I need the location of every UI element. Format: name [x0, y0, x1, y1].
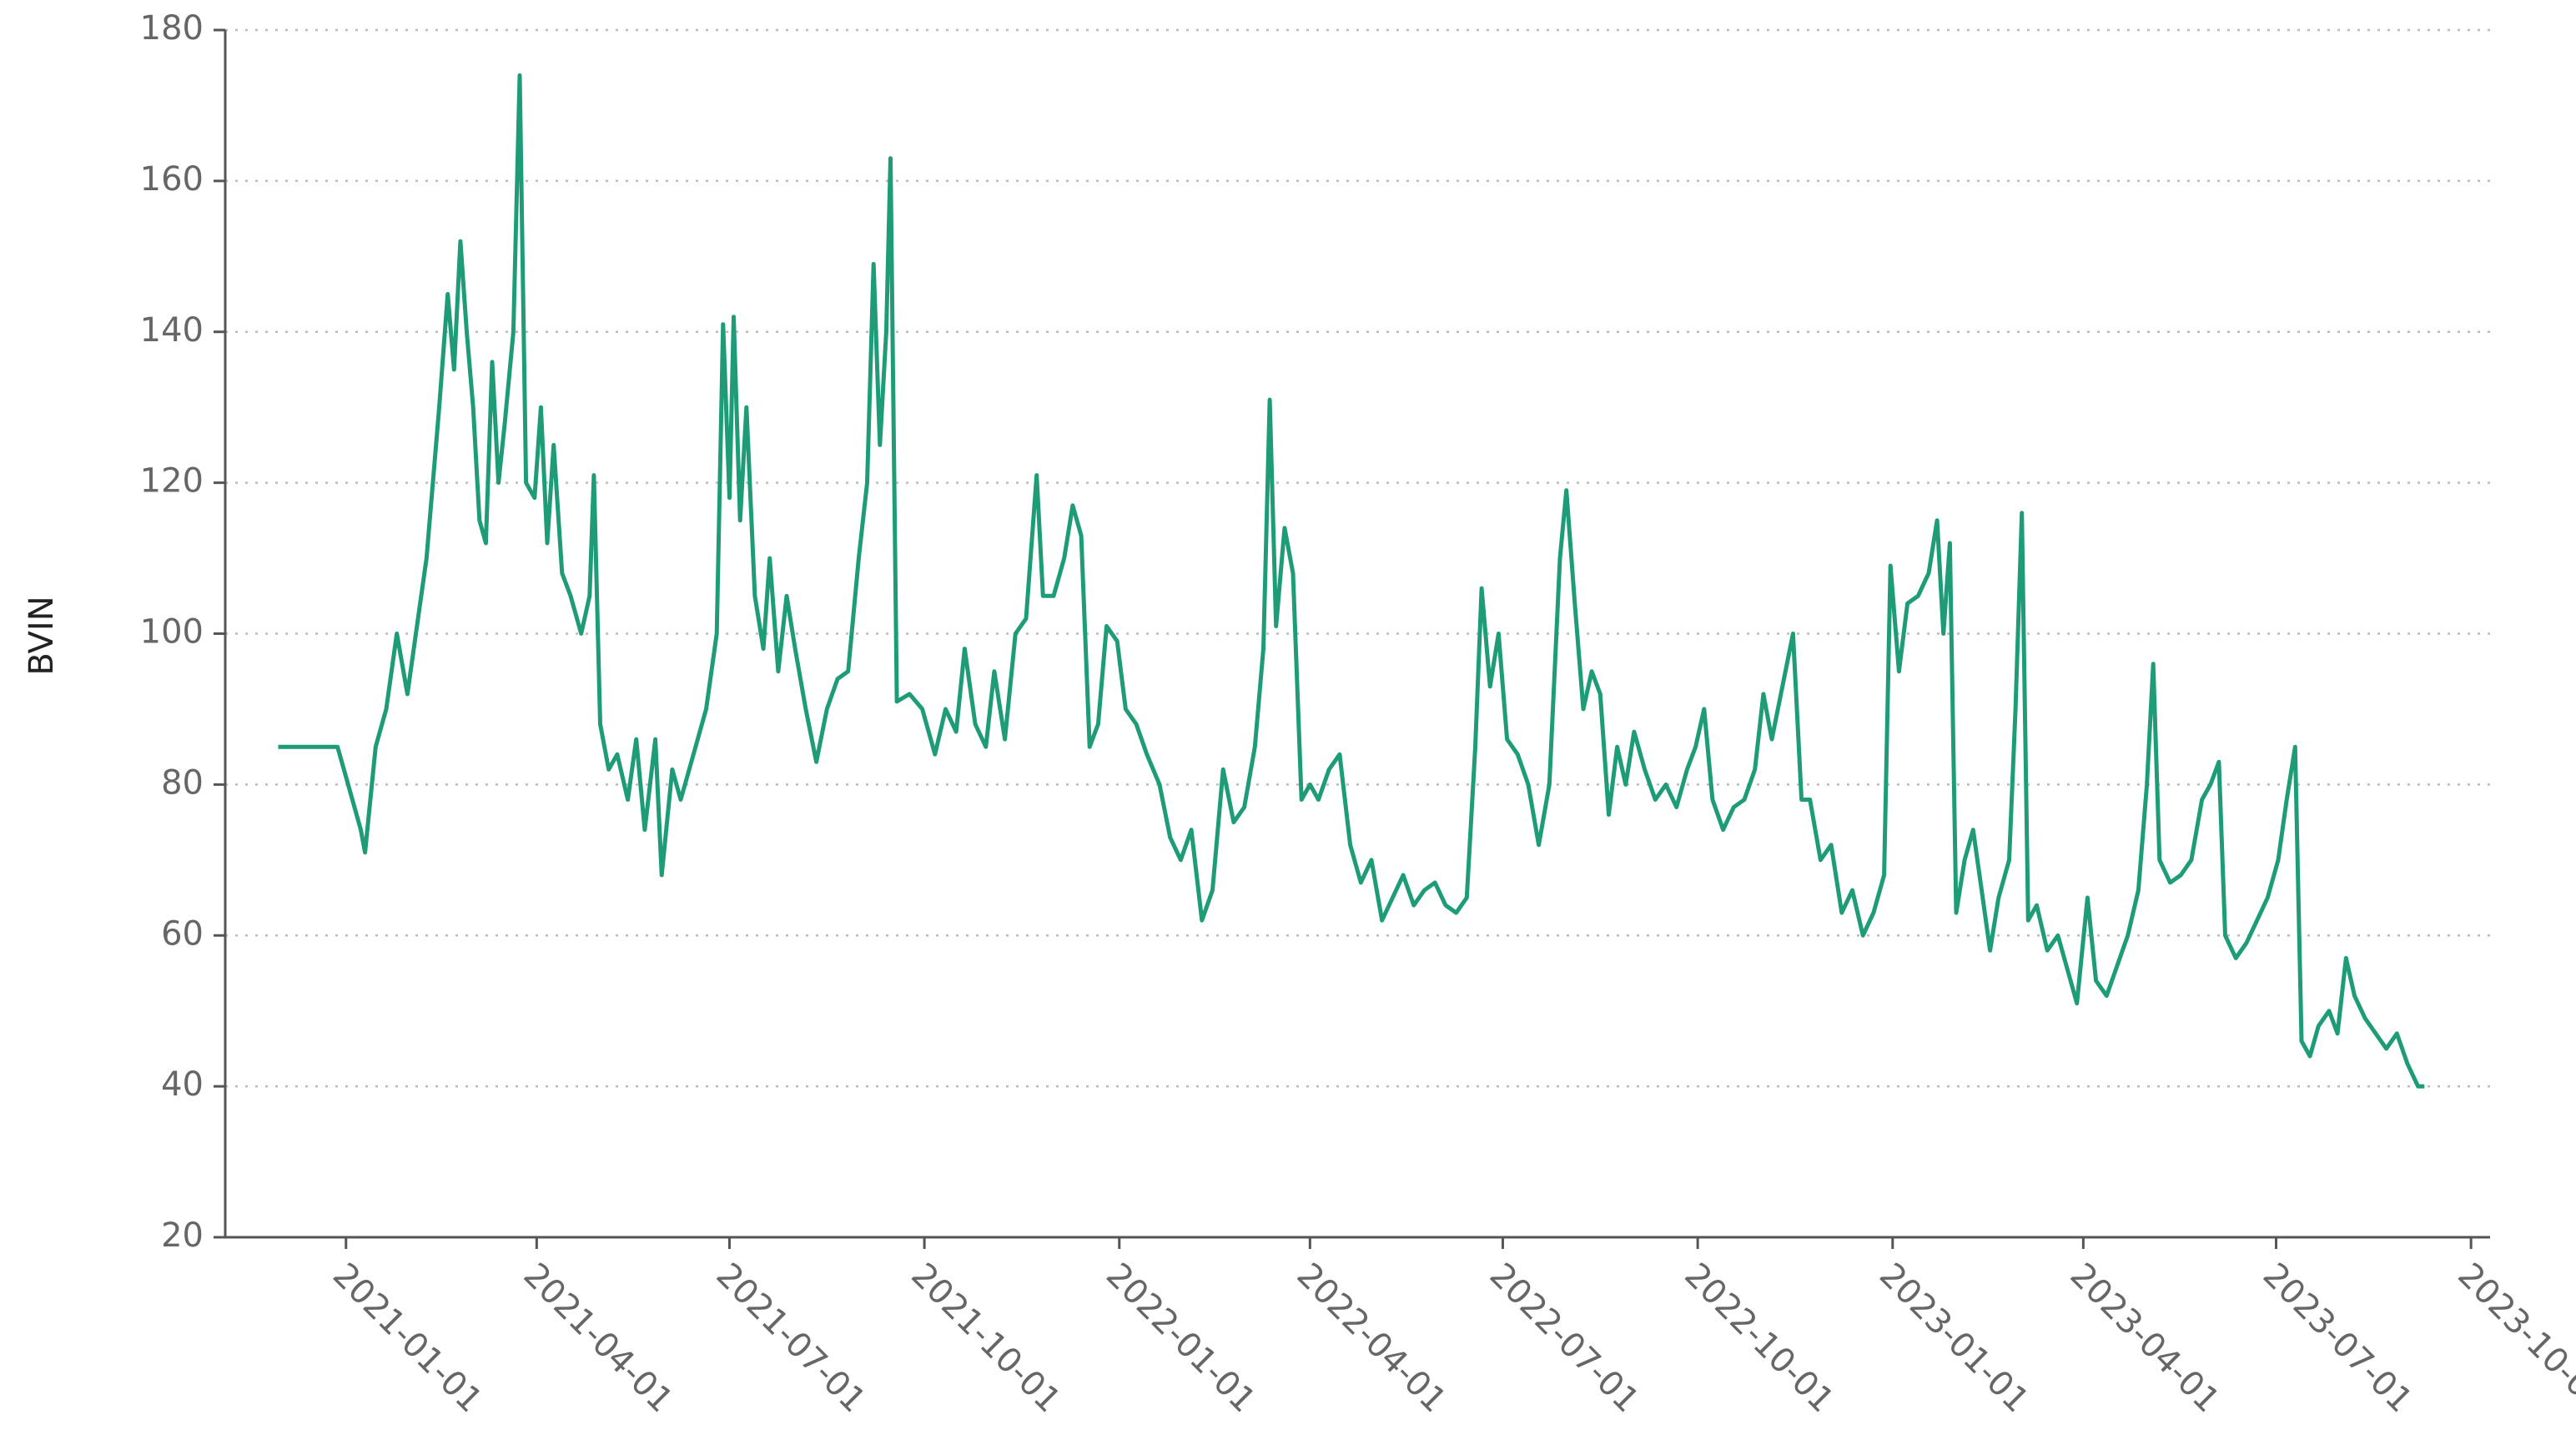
y-tick-label: 120 — [140, 462, 204, 501]
y-axis-label: BVIN — [23, 596, 61, 675]
x-tick-label: 2023-07-01 — [2256, 1256, 2420, 1420]
y-tick-label: 40 — [161, 1065, 204, 1104]
x-tick-label: 2022-07-01 — [1482, 1256, 1647, 1420]
y-tick-label: 140 — [140, 311, 204, 350]
y-tick-label: 80 — [161, 763, 204, 802]
x-tick-label: 2023-04-01 — [2063, 1256, 2227, 1420]
y-tick-label: 100 — [140, 613, 204, 652]
x-tick-label: 2021-04-01 — [516, 1256, 680, 1420]
x-tick-label: 2022-10-01 — [1677, 1256, 1841, 1420]
y-tick-label: 160 — [140, 160, 204, 199]
x-tick-label: 2021-01-01 — [325, 1256, 490, 1420]
data-line — [278, 73, 2425, 1089]
x-tick-label: 2022-04-01 — [1290, 1256, 1454, 1420]
x-tick-label: 2021-07-01 — [709, 1256, 873, 1420]
y-tick-label: 60 — [161, 914, 204, 953]
x-tick-label: 2023-10-01 — [2450, 1256, 2576, 1420]
y-tick-label: 20 — [161, 1216, 204, 1255]
x-tick-label: 2023-01-01 — [1872, 1256, 2036, 1420]
x-tick-label: 2022-01-01 — [1099, 1256, 1263, 1420]
y-tick-label: 180 — [140, 9, 204, 48]
x-tick-label: 2021-10-01 — [903, 1256, 1068, 1420]
